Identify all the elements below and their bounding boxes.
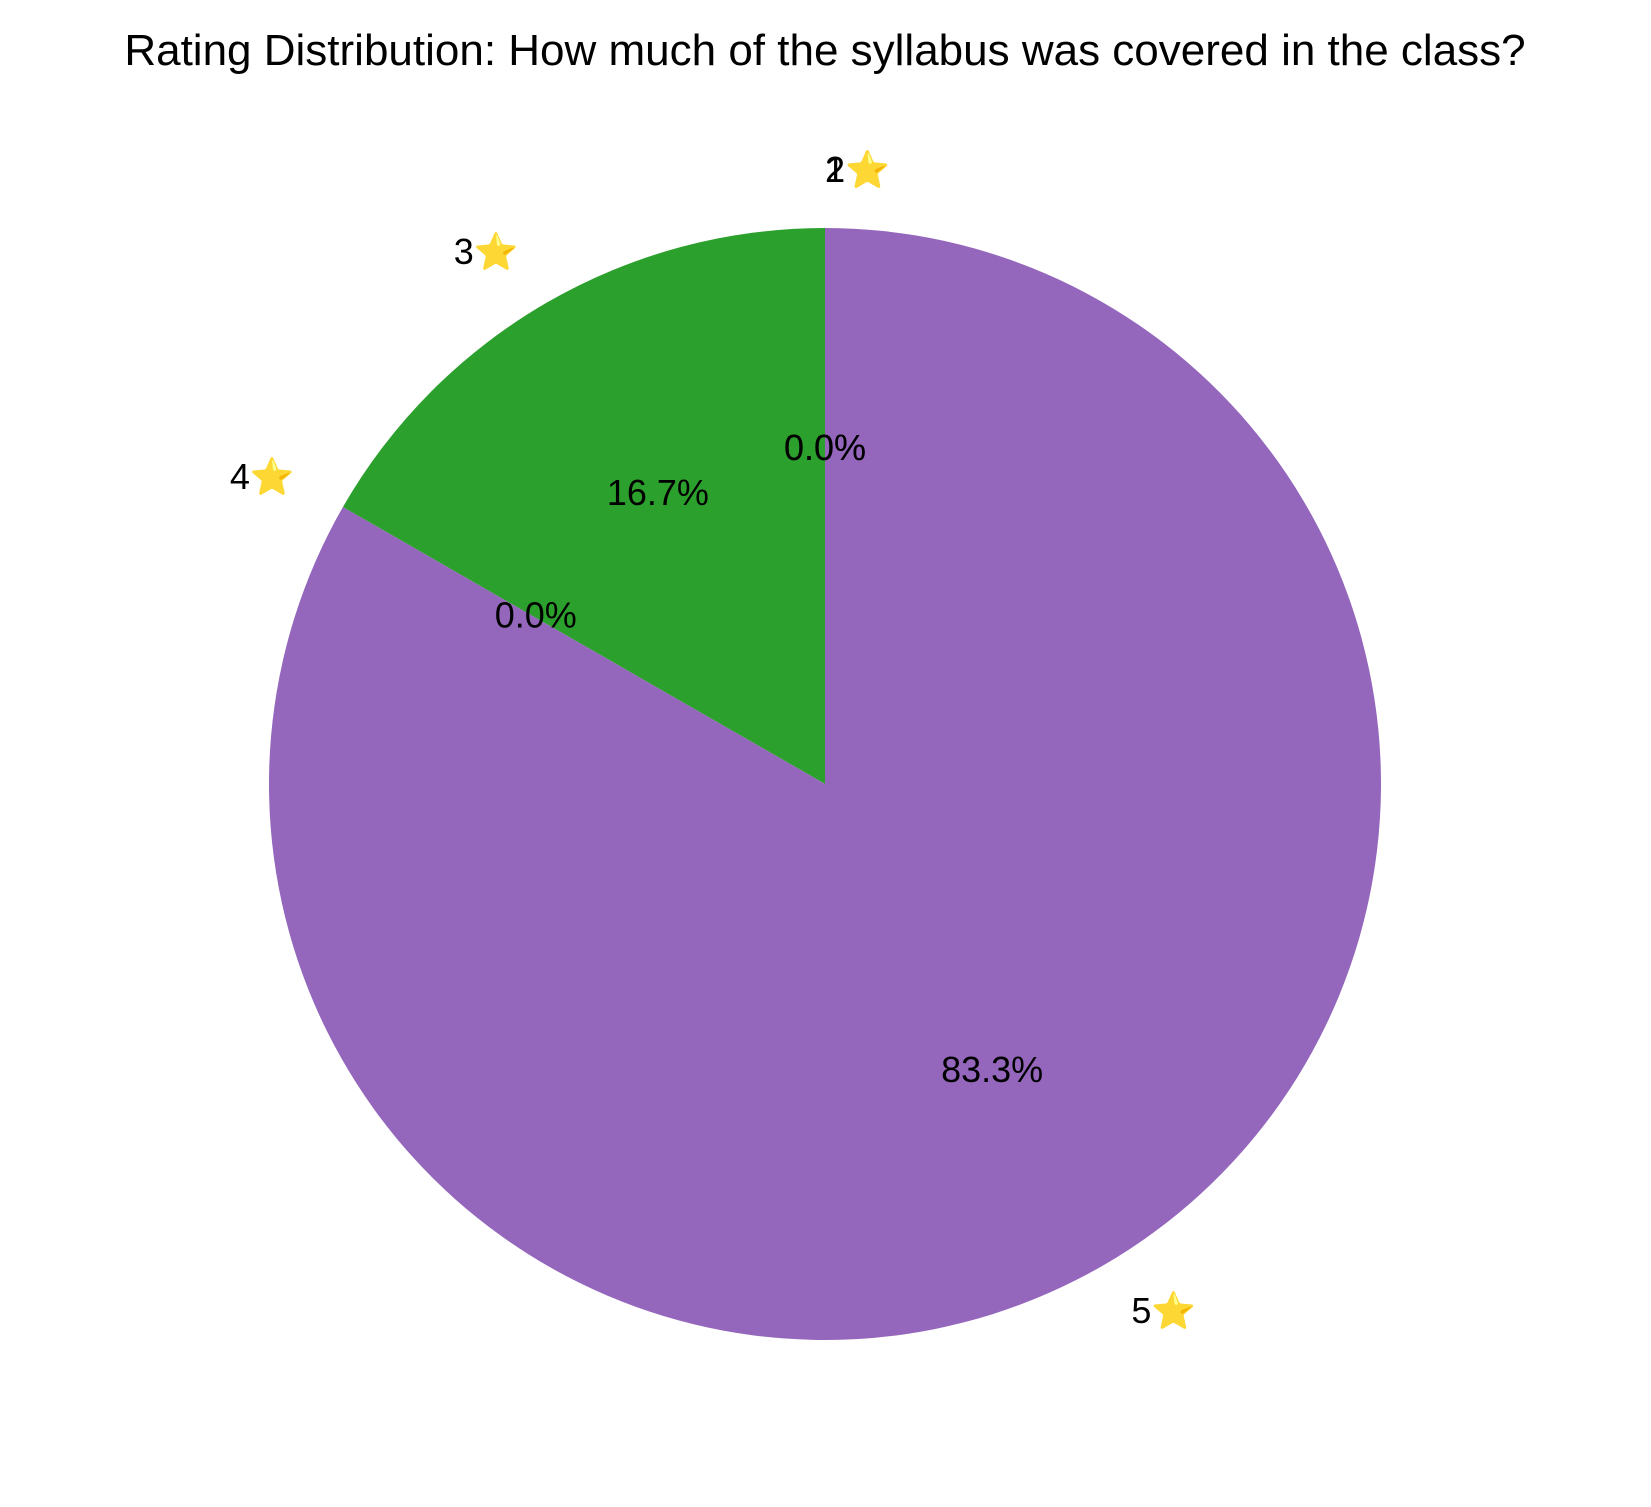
- category-label: 1⭐: [825, 149, 890, 190]
- category-label: 5⭐: [1131, 1290, 1196, 1331]
- percent-label: 16.7%: [607, 472, 709, 513]
- pie-slices: [269, 228, 1381, 1340]
- pie-slice: [269, 228, 1381, 1340]
- category-labels: 1⭐2⭐ 3⭐ 4⭐ 5⭐: [230, 149, 1196, 1331]
- category-label: 2⭐: [825, 149, 890, 190]
- percent-labels: 0.0%0.0%16.7%0.0%83.3%: [495, 427, 1043, 1090]
- percent-label: 0.0%: [784, 427, 866, 468]
- chart-title: Rating Distribution: How much of the syl…: [124, 26, 1525, 75]
- percent-label: 0.0%: [495, 594, 577, 635]
- pie-slice: [342, 228, 825, 784]
- percent-label: 83.3%: [941, 1049, 1043, 1090]
- percent-label: 0.0%: [784, 427, 866, 468]
- category-label: 3⭐: [454, 231, 519, 272]
- category-label: 4⭐: [230, 456, 295, 497]
